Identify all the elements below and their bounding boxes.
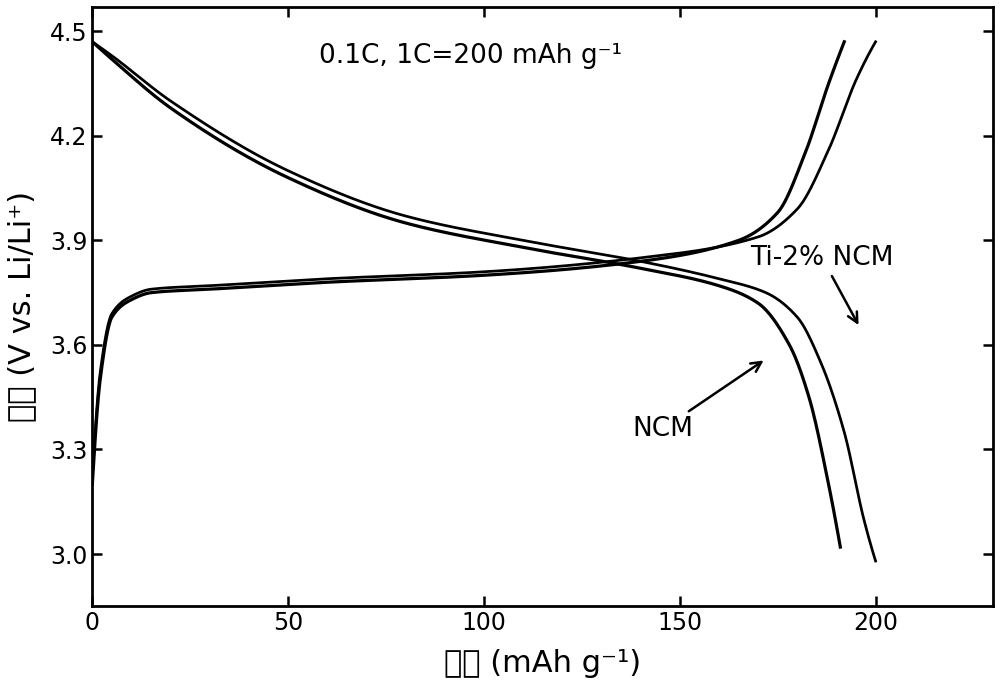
- Text: Ti-2% NCM: Ti-2% NCM: [750, 245, 894, 323]
- Text: 0.1C, 1C=200 mAh g⁻¹: 0.1C, 1C=200 mAh g⁻¹: [319, 43, 622, 69]
- Y-axis label: 电压 (V vs. Li/Li⁺): 电压 (V vs. Li/Li⁺): [7, 191, 36, 422]
- X-axis label: 容量 (mAh g⁻¹): 容量 (mAh g⁻¹): [444, 649, 641, 678]
- Text: NCM: NCM: [633, 362, 761, 442]
